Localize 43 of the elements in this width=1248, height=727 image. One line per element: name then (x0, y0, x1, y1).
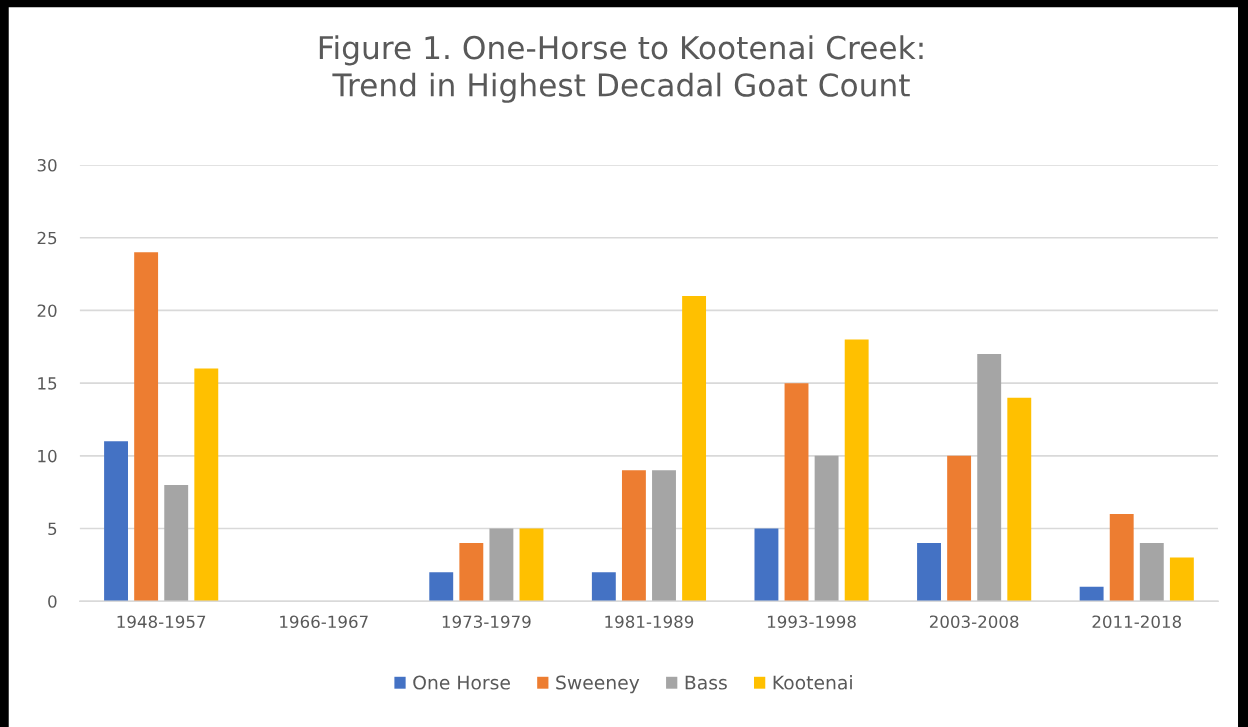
bar (429, 572, 454, 602)
bar (917, 543, 941, 602)
bar (844, 339, 869, 602)
x-tick-label: 1966-1967 (280, 615, 368, 629)
y-tick-label: 15 (38, 377, 57, 390)
bar (591, 572, 616, 602)
bar (947, 455, 972, 602)
bar (977, 354, 1002, 602)
bar (682, 295, 707, 602)
bar (164, 484, 189, 602)
x-tick-label: 1973-1979 (442, 615, 531, 629)
bar (621, 470, 646, 602)
x-tick-label: 1981-1989 (605, 615, 694, 629)
bar (1007, 397, 1032, 602)
y-tick-label: 25 (37, 231, 57, 245)
y-tick-label: 20 (37, 304, 57, 317)
bar (1109, 513, 1134, 602)
bar (1169, 557, 1194, 602)
bar (784, 383, 809, 602)
x-tick-label: 2003-2008 (929, 615, 1019, 629)
x-tick-label: 1993-1998 (767, 615, 856, 629)
bar (134, 252, 159, 602)
bar (104, 441, 128, 602)
x-tick-label: 1948-1957 (117, 615, 206, 629)
legend-label: Sweeney (556, 675, 640, 694)
bar (489, 528, 514, 602)
legend-label: Kootenai (773, 675, 852, 690)
y-tick-label: 30 (37, 158, 57, 172)
x-tick-label: 2011-2018 (1092, 615, 1182, 629)
chart-title: Figure 1. One-Horse to Kootenai Creek: Trend in Highest Decadal Goat Count (319, 35, 923, 103)
bar (194, 368, 219, 602)
bar (754, 528, 779, 602)
y-tick-label: 10 (38, 449, 57, 463)
bar (1079, 586, 1104, 602)
bar (814, 455, 839, 602)
bar (459, 543, 484, 602)
legend-label: One Horse (413, 675, 510, 690)
legend-label: Bass (685, 675, 727, 690)
y-tick-label: 0 (48, 595, 57, 608)
bar (1139, 543, 1164, 602)
bar (519, 528, 544, 602)
bar (652, 470, 676, 602)
y-tick-label: 5 (48, 522, 57, 536)
